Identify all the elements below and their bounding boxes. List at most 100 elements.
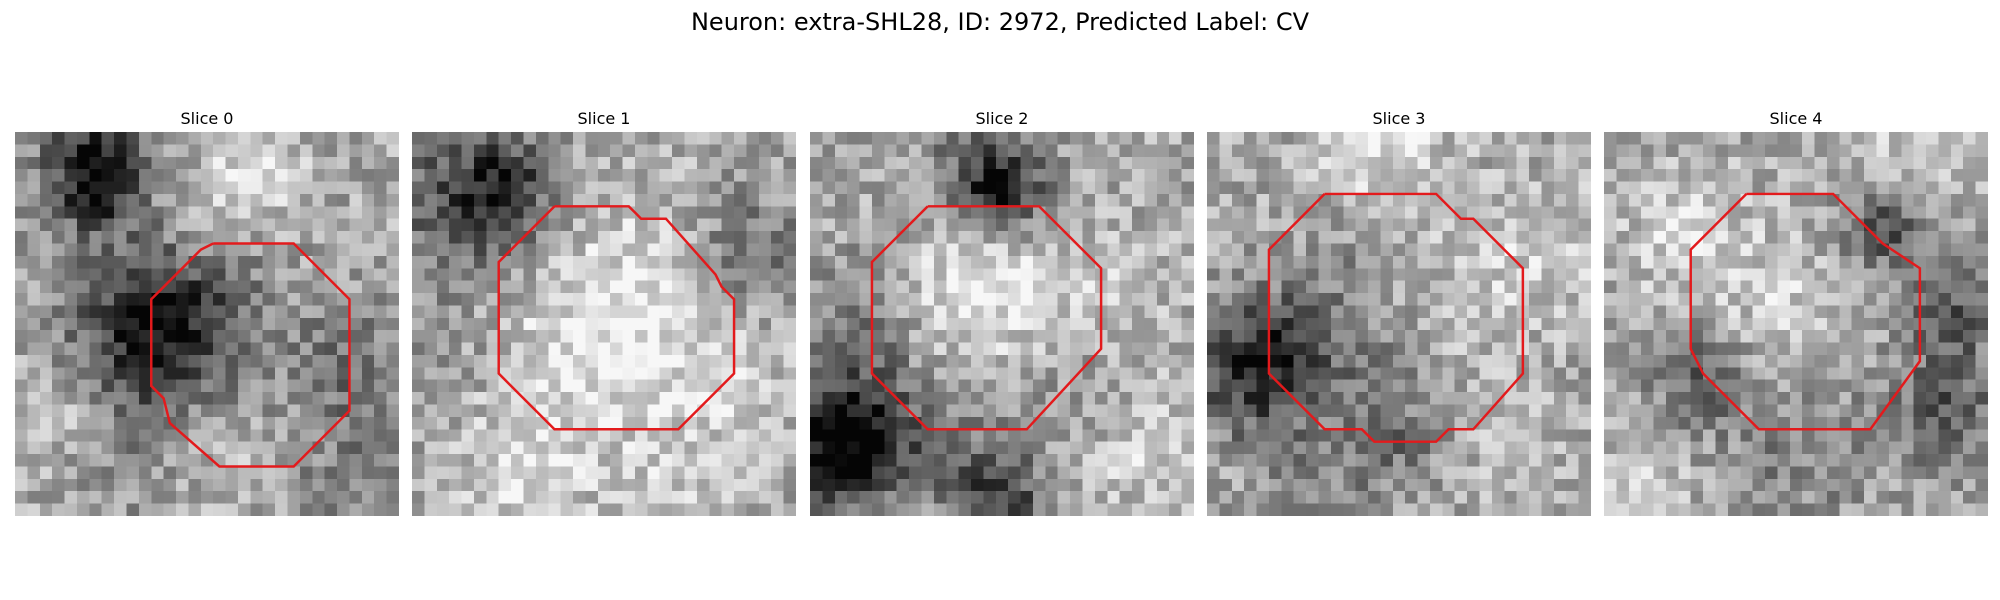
pixel <box>1057 317 1071 331</box>
pixel <box>734 416 747 430</box>
pixel <box>275 466 288 480</box>
pixel <box>436 392 450 405</box>
pixel <box>361 243 375 257</box>
pixel <box>1541 466 1555 480</box>
pixel <box>1045 243 1058 257</box>
pixel <box>1082 193 1096 207</box>
pixel <box>822 156 836 170</box>
pixel <box>275 144 288 158</box>
pixel <box>486 342 499 356</box>
pixel <box>783 466 796 480</box>
pixel <box>299 416 313 430</box>
pixel <box>1678 466 1691 480</box>
pixel <box>188 144 202 158</box>
pixel <box>1777 392 1791 405</box>
pixel <box>138 503 152 516</box>
pixel <box>1429 144 1443 158</box>
pixel <box>449 218 462 232</box>
pixel <box>324 503 338 516</box>
pixel <box>709 503 722 516</box>
pixel <box>498 231 512 244</box>
pixel <box>1727 379 1741 393</box>
pixel <box>971 293 984 306</box>
pixel <box>1938 491 1952 504</box>
pixel <box>1219 491 1233 504</box>
pixel <box>684 280 698 294</box>
pixel <box>634 293 648 306</box>
pixel <box>884 392 897 405</box>
pixel <box>946 392 959 405</box>
pixel <box>1045 169 1058 182</box>
pixel <box>822 354 836 368</box>
pixel <box>163 379 177 393</box>
pixel <box>1616 255 1630 269</box>
pixel <box>734 379 747 393</box>
pixel <box>1045 478 1058 492</box>
pixel <box>1181 429 1194 442</box>
slice-title-4: Slice 4 <box>1769 109 1823 128</box>
pixel <box>1628 416 1642 430</box>
pixel <box>275 181 288 195</box>
pixel <box>1802 193 1815 207</box>
pixel <box>361 268 375 281</box>
pixel <box>1802 255 1815 269</box>
pixel <box>15 169 28 182</box>
pixel <box>1107 429 1120 442</box>
pixel <box>1752 305 1766 319</box>
pixel <box>1244 441 1257 455</box>
pixel <box>200 144 214 158</box>
pixel <box>1207 193 1220 207</box>
pixel <box>1268 466 1282 480</box>
pixel <box>275 478 288 492</box>
pixel <box>1653 404 1667 418</box>
pixel <box>1604 206 1617 219</box>
pixel <box>1665 429 1679 442</box>
pixel <box>1442 243 1455 257</box>
pixel <box>822 392 836 405</box>
pixel <box>101 181 115 195</box>
pixel <box>1231 193 1245 207</box>
pixel <box>1144 293 1158 306</box>
pixel <box>262 367 276 380</box>
pixel <box>1826 255 1840 269</box>
pixel <box>1553 466 1567 480</box>
pixel <box>1392 293 1406 306</box>
pixel <box>1070 132 1083 145</box>
pixel <box>1876 181 1890 195</box>
pixel <box>1082 206 1096 219</box>
pixel <box>548 156 561 170</box>
pixel <box>473 379 487 393</box>
pixel <box>622 255 636 269</box>
pixel <box>1070 206 1083 219</box>
pixel <box>634 243 648 257</box>
pixel <box>535 342 549 356</box>
pixel <box>1975 206 1988 219</box>
pixel <box>1963 429 1976 442</box>
pixel <box>958 441 972 455</box>
pixel <box>424 181 438 195</box>
pixel <box>64 280 78 294</box>
pixel <box>324 466 338 480</box>
pixel <box>39 354 53 368</box>
pixel <box>64 416 78 430</box>
pixel <box>1963 392 1976 405</box>
pixel <box>834 392 848 405</box>
pixel <box>511 144 524 158</box>
pixel <box>349 342 363 356</box>
pixel <box>597 379 611 393</box>
pixel <box>1355 441 1369 455</box>
pixel <box>684 206 698 219</box>
pixel <box>871 379 885 393</box>
pixel <box>721 206 735 219</box>
pixel <box>1306 132 1319 145</box>
pixel <box>1454 354 1468 368</box>
pixel <box>1405 293 1418 306</box>
pixel <box>1826 441 1840 455</box>
pixel <box>237 268 251 281</box>
pixel <box>176 293 189 306</box>
pixel <box>312 441 325 455</box>
pixel <box>138 231 152 244</box>
pixel <box>634 441 648 455</box>
pixel <box>1244 255 1257 269</box>
pixel-grid-0 <box>15 132 399 516</box>
